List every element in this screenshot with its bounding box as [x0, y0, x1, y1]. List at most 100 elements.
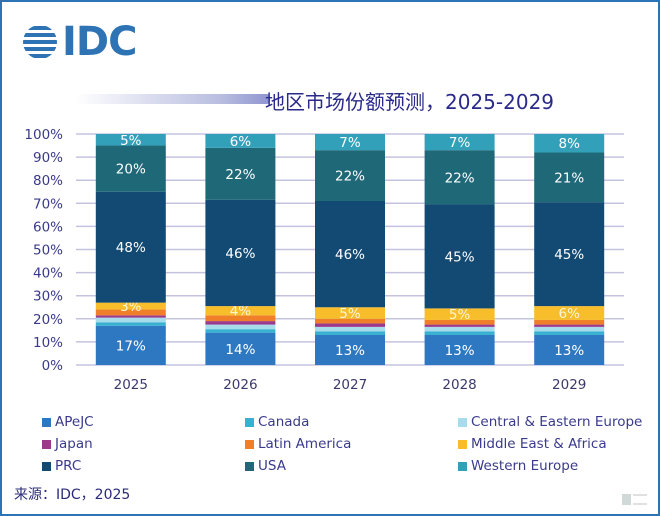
data-label: 6% [230, 134, 252, 150]
bar-segment-japan [424, 324, 495, 327]
data-label: 21% [554, 170, 584, 186]
data-label: 4% [230, 304, 252, 320]
legend-swatch [458, 439, 467, 449]
y-tick-label: 90% [33, 150, 63, 166]
legend-swatch [42, 417, 51, 427]
legend-item: Canada [245, 414, 309, 430]
data-label: 46% [225, 246, 255, 262]
bar-segment-apejc [95, 325, 166, 365]
bar-segment-central-eastern-europe [424, 326, 495, 332]
bar-segment-latin-america [315, 318, 385, 324]
data-label: 22% [335, 169, 365, 185]
legend-swatch [458, 461, 467, 471]
bar-segment-canada [534, 331, 605, 335]
legend-label: Central & Eastern Europe [471, 414, 643, 430]
y-tick-label: 80% [33, 173, 63, 189]
bar-segment-apejc [424, 334, 495, 365]
data-label: 46% [335, 247, 365, 263]
legend-label: Middle East & Africa [471, 436, 607, 452]
x-tick-label: 2029 [552, 377, 586, 393]
legend-label: Canada [258, 414, 310, 430]
bar-segment-middle-east-africa [205, 306, 276, 316]
bar-segment-western-europe [424, 134, 495, 151]
legend-item: Central & Eastern Europe [458, 414, 642, 430]
bar-segment-latin-america [424, 319, 495, 325]
y-tick-label: 100% [24, 127, 63, 143]
bar-segment-middle-east-africa [95, 302, 166, 310]
data-label: 14% [225, 342, 255, 358]
legend-swatch [458, 417, 467, 427]
data-label: 5% [339, 306, 361, 322]
data-label: 13% [335, 343, 365, 359]
bar-segment-canada [95, 322, 166, 326]
data-label: 3% [120, 299, 142, 315]
bar-segment-latin-america [205, 315, 276, 322]
data-label: 20% [116, 162, 146, 178]
source-note: 来源：IDC，2025 [14, 487, 131, 503]
logo-text: IDC [62, 19, 137, 65]
data-label: 6% [558, 306, 580, 322]
data-label: 22% [445, 170, 475, 186]
x-tick-label: 2025 [114, 377, 148, 393]
data-label: 48% [116, 240, 146, 256]
legend-label: PRC [55, 458, 82, 474]
bar-segment-usa [205, 147, 276, 200]
legend-item: APeJC [42, 414, 94, 430]
bar-segment-middle-east-africa [315, 307, 385, 319]
bar-segment-apejc [205, 332, 276, 365]
bar-segment-canada [205, 329, 276, 333]
bar-segment-western-europe [534, 134, 605, 153]
chart-legend: APeJC Canada Central & Eastern Europe Japan… [0, 410, 660, 480]
legend-item: Latin America [245, 436, 351, 452]
legend-label: Western Europe [471, 458, 579, 474]
data-label: 13% [554, 343, 584, 359]
bar-segment-prc [315, 200, 385, 308]
bar-segment-prc [534, 202, 605, 307]
y-tick-label: 0% [42, 358, 64, 374]
legend-label: APeJC [55, 414, 94, 430]
stacked-bar-chart: 0% 10% 20% 30% 40% 50% 60% 70% 80% 90% 100% 17% 3% 48… [24, 127, 624, 393]
x-tick-label: 2027 [333, 377, 367, 393]
chart-title: 地区市场份额预测，2025-2029 [265, 90, 555, 114]
data-label: 8% [558, 136, 580, 152]
x-tick-label: 2028 [442, 377, 476, 393]
bar-segment-apejc [315, 334, 385, 365]
y-tick-label: 30% [33, 289, 63, 305]
legend-label: Latin America [258, 436, 352, 452]
legend-swatch [42, 461, 51, 471]
legend-swatch [245, 417, 254, 427]
bar-segment-usa [95, 145, 166, 192]
data-label: 17% [116, 338, 146, 354]
legend-label: USA [258, 458, 286, 474]
bar-segment-central-eastern-europe [315, 326, 385, 332]
idc-logo: IDC [22, 19, 137, 65]
bar-segment-middle-east-africa [534, 306, 605, 320]
y-tick-label: 50% [33, 243, 63, 259]
bar-segment-canada [424, 331, 495, 335]
data-label: 22% [225, 167, 255, 183]
bar-segment-canada [315, 331, 385, 335]
bar-segment-usa [424, 150, 495, 205]
title-decoration-bar [75, 94, 270, 104]
bar-segment-usa [315, 150, 385, 201]
bar-segment-western-europe [315, 134, 385, 151]
x-tick-label: 2026 [223, 377, 257, 393]
bar-segment-latin-america [95, 309, 166, 316]
bar-segment-central-eastern-europe [205, 324, 276, 330]
bar-segment-japan [534, 324, 605, 327]
watermark-logo-icon [622, 493, 650, 505]
bar-segment-japan [95, 315, 166, 318]
bar-segment-latin-america [534, 319, 605, 325]
data-label: 45% [554, 247, 584, 263]
bar-segment-prc [424, 204, 495, 309]
y-tick-label: 10% [33, 335, 63, 351]
bar-segment-middle-east-africa [424, 308, 495, 320]
bar-segment-western-europe [205, 134, 276, 148]
legend-swatch [245, 461, 254, 471]
bar-segment-japan [315, 323, 385, 327]
legend-item: Western Europe [458, 458, 578, 474]
bar-segment-central-eastern-europe [95, 317, 166, 323]
bar-segment-apejc [534, 334, 605, 365]
bar-segment-western-europe [95, 134, 166, 146]
y-tick-label: 40% [33, 266, 63, 282]
